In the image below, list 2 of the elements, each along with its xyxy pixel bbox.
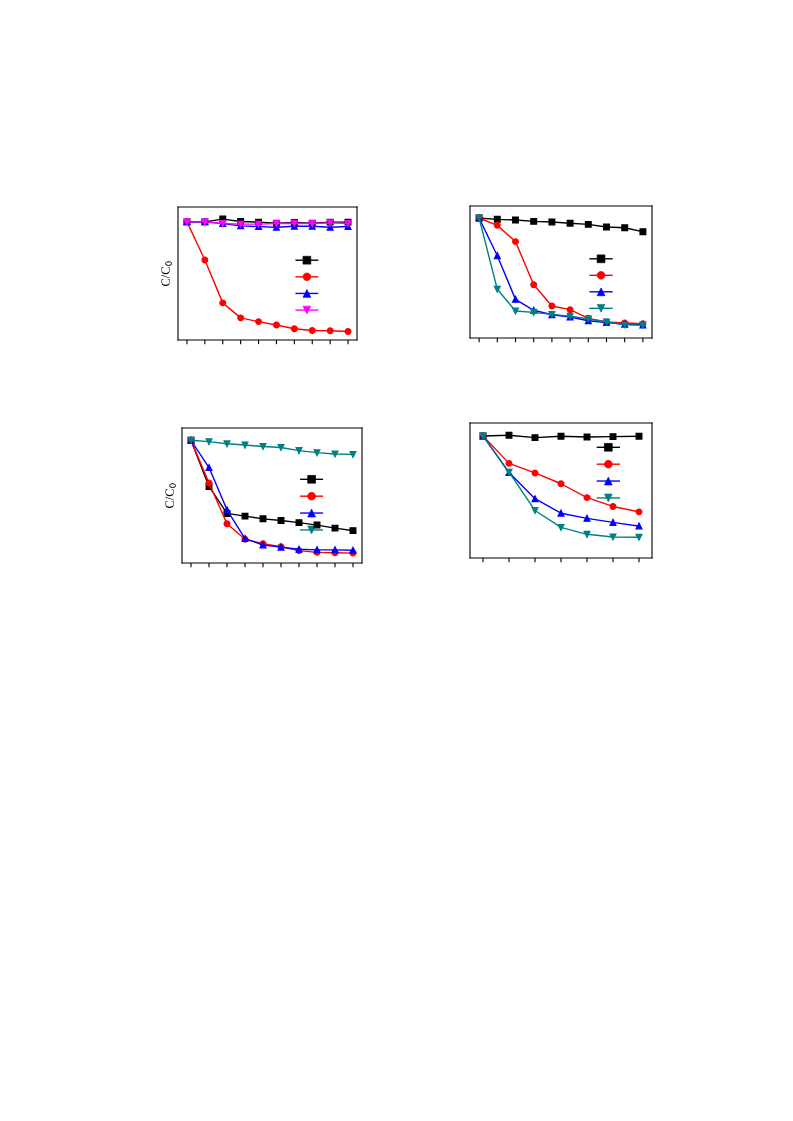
y-axis-title: C/C$_{0}$ [161,261,172,287]
y-axis-title: C/C$_{0}$ [165,483,176,509]
